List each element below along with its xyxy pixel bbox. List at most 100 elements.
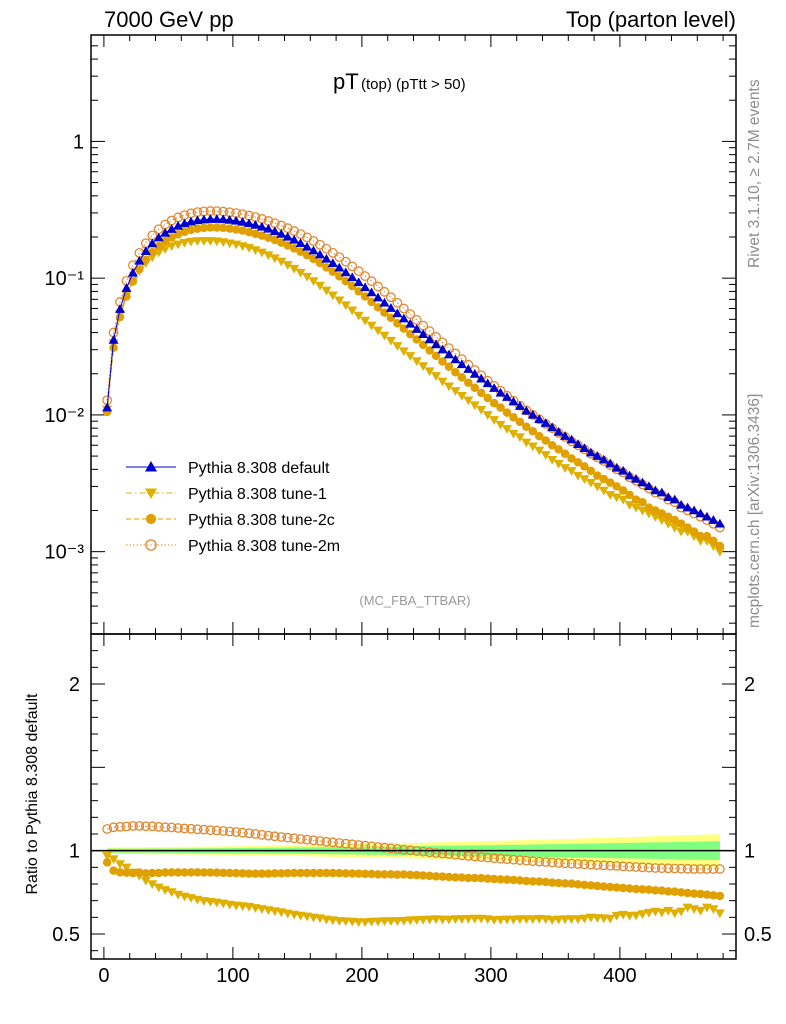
data-point-marker <box>366 276 377 287</box>
data-point-marker <box>269 226 280 236</box>
data-point-marker <box>708 515 719 524</box>
data-point-marker <box>431 848 441 858</box>
data-point-marker <box>424 367 435 377</box>
data-point-marker <box>572 439 583 449</box>
data-point-marker <box>469 914 480 924</box>
data-point-marker <box>289 833 300 844</box>
data-point-marker <box>360 918 371 927</box>
data-point-marker <box>379 297 390 307</box>
data-point-marker <box>509 875 518 885</box>
ratio-y-axis-label: Ratio to Pythia 8.308 default <box>24 693 41 895</box>
data-point-marker <box>322 263 331 272</box>
data-point-marker <box>309 868 318 878</box>
data-point-marker <box>166 888 177 897</box>
data-point-marker <box>541 436 550 445</box>
ratio-y-tick-label: 1 <box>69 841 80 863</box>
data-point-marker <box>554 878 563 888</box>
data-point-marker <box>547 422 558 432</box>
data-point-marker <box>379 286 390 297</box>
data-point-marker <box>373 292 384 302</box>
data-point-marker <box>495 387 506 397</box>
data-point-marker <box>379 917 390 926</box>
data-point-marker <box>521 855 532 866</box>
data-point-marker <box>624 470 635 480</box>
data-point-marker <box>411 357 422 366</box>
data-point-marker <box>153 883 164 893</box>
data-point-marker <box>167 233 176 242</box>
plot-title-main: pT <box>333 69 359 94</box>
data-point-marker <box>327 258 338 267</box>
data-point-marker <box>605 882 615 892</box>
data-point-marker <box>186 225 196 235</box>
data-point-marker <box>237 827 248 838</box>
data-point-marker <box>115 860 126 869</box>
data-point-marker <box>108 335 119 344</box>
data-point-marker <box>444 872 454 882</box>
data-point-marker <box>431 872 441 881</box>
data-point-marker <box>347 261 358 272</box>
data-point-marker <box>553 427 564 436</box>
data-point-marker <box>540 418 551 427</box>
data-point-marker <box>457 373 467 382</box>
data-point-marker <box>135 868 144 877</box>
data-point-marker <box>237 216 248 226</box>
data-point-marker <box>464 378 473 387</box>
data-point-marker <box>140 246 151 255</box>
data-point-marker <box>328 868 338 878</box>
data-point-marker <box>128 821 138 831</box>
data-point-marker <box>360 282 371 292</box>
data-point-marker <box>160 227 171 237</box>
data-point-marker <box>206 868 215 877</box>
data-point-marker <box>102 402 113 412</box>
data-point-marker <box>476 873 486 883</box>
data-point-marker <box>598 914 609 924</box>
data-point-marker <box>334 252 345 263</box>
data-point-marker <box>463 851 474 861</box>
data-point-marker <box>657 509 667 518</box>
x-tick-label: 0 <box>98 965 109 987</box>
ratio-y-tick-label: 2 <box>69 674 80 696</box>
rivet-version-label: Rivet 3.1.10, ≥ 2.7M events <box>746 79 763 268</box>
data-point-marker <box>624 911 635 921</box>
data-point-marker <box>644 503 654 512</box>
data-point-marker <box>502 915 513 925</box>
data-point-marker <box>102 824 113 834</box>
data-point-marker <box>250 246 261 255</box>
data-point-marker <box>669 494 680 504</box>
data-point-marker <box>153 821 164 832</box>
main-series <box>102 206 725 557</box>
legend: Pythia 8.308 default Pythia 8.308 tune-1 P… <box>126 460 340 555</box>
data-point-marker <box>398 844 409 855</box>
legend-label: Pythia 8.308 tune-1 <box>188 486 327 503</box>
data-point-marker <box>179 238 190 248</box>
data-point-marker <box>476 406 487 415</box>
data-point-marker <box>173 868 183 877</box>
data-point-marker <box>392 917 403 926</box>
data-point-marker <box>611 911 622 921</box>
data-point-marker <box>438 357 447 366</box>
axes: 0 100 200 300 400 1 10⁻¹ 10⁻² 10⁻³ 0.5 0.5 1 1 2 2 <box>45 34 772 987</box>
data-point-marker <box>160 868 170 877</box>
data-point-marker <box>386 870 396 879</box>
data-point-marker <box>360 869 370 879</box>
data-point-marker <box>341 869 351 878</box>
data-point-marker <box>547 441 557 450</box>
data-point-marker <box>547 916 558 925</box>
main-y-tick-label: 10⁻¹ <box>45 268 85 290</box>
data-point-marker <box>353 840 364 850</box>
data-point-marker <box>367 869 376 879</box>
data-point-marker <box>315 836 325 846</box>
data-point-marker <box>238 226 247 235</box>
data-point-marker <box>405 309 416 320</box>
data-point-marker <box>398 303 409 314</box>
data-point-marker <box>340 917 351 927</box>
data-point-marker <box>263 830 274 841</box>
data-point-marker <box>424 334 435 344</box>
data-point-marker <box>560 464 571 473</box>
data-point-marker <box>180 868 189 877</box>
data-point-marker <box>573 859 583 869</box>
data-point-marker <box>148 868 157 878</box>
data-point-marker <box>295 834 306 844</box>
data-point-marker <box>540 451 551 460</box>
data-point-marker <box>451 368 460 377</box>
